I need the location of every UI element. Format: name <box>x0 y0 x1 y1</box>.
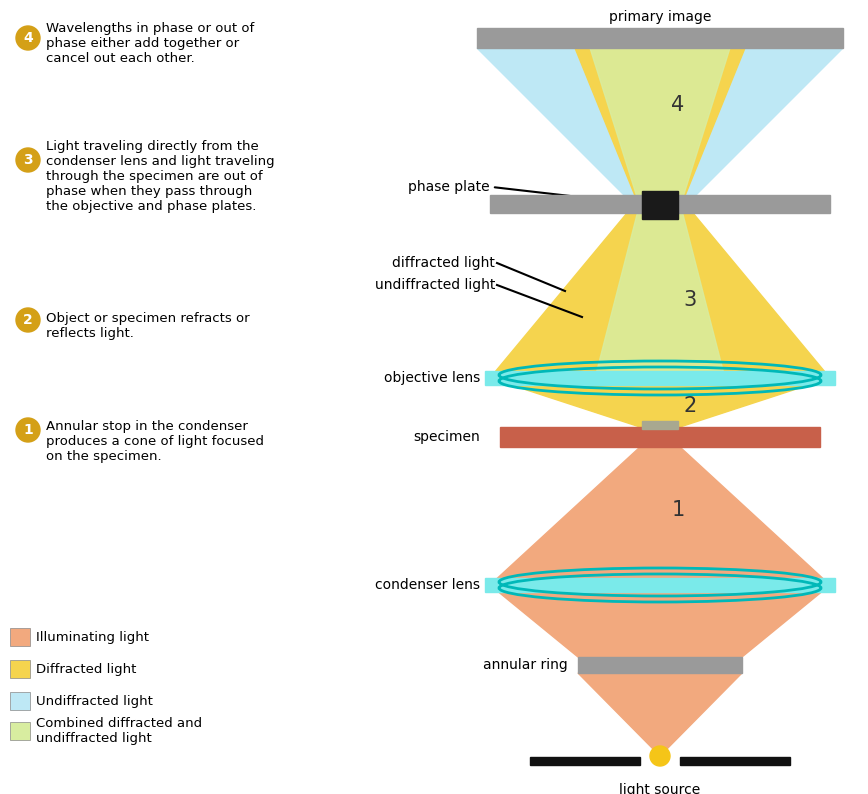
Text: 1: 1 <box>671 500 685 520</box>
Circle shape <box>650 746 670 766</box>
Text: 3: 3 <box>683 290 697 310</box>
Bar <box>485 578 835 592</box>
Polygon shape <box>490 195 830 378</box>
Bar <box>477 28 843 48</box>
Polygon shape <box>490 378 830 427</box>
Text: Undiffracted light: Undiffracted light <box>36 695 153 707</box>
Text: condenser lens: condenser lens <box>375 578 480 592</box>
Text: Wavelengths in phase or out of
phase either add together or
cancel out each othe: Wavelengths in phase or out of phase eit… <box>46 22 254 65</box>
Circle shape <box>16 308 40 332</box>
Bar <box>10 628 30 646</box>
Bar <box>490 195 830 213</box>
Bar <box>530 757 640 765</box>
Text: 3: 3 <box>23 153 33 167</box>
Text: undiffracted light: undiffracted light <box>375 278 495 292</box>
Circle shape <box>16 26 40 50</box>
Polygon shape <box>595 195 725 378</box>
Bar <box>642 191 678 219</box>
Bar <box>485 371 835 385</box>
Text: Combined diffracted and
undiffracted light: Combined diffracted and undiffracted lig… <box>36 717 202 745</box>
Bar <box>680 757 790 765</box>
Bar <box>10 722 30 740</box>
Polygon shape <box>477 48 843 213</box>
Text: Light traveling directly from the
condenser lens and light traveling
through the: Light traveling directly from the conden… <box>46 140 274 213</box>
Text: phase plate: phase plate <box>408 180 490 194</box>
Text: 4: 4 <box>23 31 33 45</box>
Polygon shape <box>578 673 742 756</box>
Text: 2: 2 <box>683 396 697 416</box>
Polygon shape <box>490 447 830 585</box>
Text: annular ring: annular ring <box>483 658 568 672</box>
Text: objective lens: objective lens <box>384 371 480 385</box>
Text: Annular stop in the condenser
produces a cone of light focused
on the specimen.: Annular stop in the condenser produces a… <box>46 420 264 463</box>
Text: Diffracted light: Diffracted light <box>36 662 136 676</box>
Text: primary image: primary image <box>608 10 711 24</box>
Polygon shape <box>575 48 745 213</box>
Polygon shape <box>590 48 730 213</box>
Bar <box>578 657 742 673</box>
Bar <box>642 421 678 429</box>
Circle shape <box>16 418 40 442</box>
Polygon shape <box>490 585 830 657</box>
Bar <box>500 427 820 447</box>
Circle shape <box>16 148 40 172</box>
Text: 4: 4 <box>671 95 685 115</box>
Text: 2: 2 <box>23 313 33 327</box>
Text: 1: 1 <box>23 423 33 437</box>
Text: light source: light source <box>620 783 700 794</box>
Bar <box>10 660 30 678</box>
Text: Object or specimen refracts or
reflects light.: Object or specimen refracts or reflects … <box>46 312 250 340</box>
Text: Illuminating light: Illuminating light <box>36 630 149 643</box>
Text: specimen: specimen <box>413 430 480 444</box>
Bar <box>10 692 30 710</box>
Text: diffracted light: diffracted light <box>392 256 495 270</box>
